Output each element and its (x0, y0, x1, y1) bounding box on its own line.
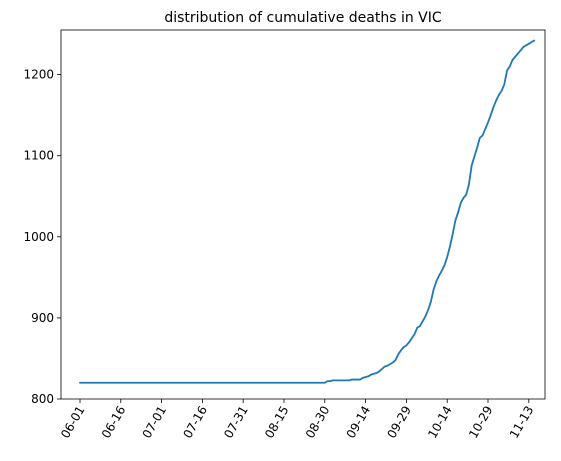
x-tick-label: 08-15 (262, 404, 292, 441)
series-line (79, 39, 536, 384)
x-tick-label: 07-31 (221, 404, 251, 441)
x-tick-label: 07-16 (180, 404, 210, 441)
x-axis: 06-01 06-16 07-01 07-16 07-31 08-15 08-30 09-14… (58, 399, 536, 441)
x-tick-label: 11-13 (507, 404, 537, 441)
x-tick-label: 09-29 (384, 404, 414, 441)
x-tick-label: 10-14 (425, 404, 455, 441)
y-tick-label: 1200 (23, 68, 54, 82)
x-tick-label: 06-01 (58, 404, 88, 441)
y-tick-label: 900 (31, 311, 54, 325)
y-tick-label: 1100 (23, 149, 54, 163)
x-tick-label: 09-14 (344, 404, 374, 441)
y-axis: 800 900 1000 1100 1200 (23, 68, 61, 406)
y-tick-label: 1000 (23, 230, 54, 244)
plot-frame (60, 29, 546, 400)
y-tick-label: 800 (31, 392, 54, 406)
x-tick-label: 06-16 (99, 404, 129, 441)
x-tick-label: 07-01 (140, 404, 170, 441)
chart-title: distribution of cumulative deaths in VIC (164, 10, 442, 26)
x-tick-label: 10-29 (466, 404, 496, 441)
x-tick-label: 08-30 (303, 404, 333, 441)
